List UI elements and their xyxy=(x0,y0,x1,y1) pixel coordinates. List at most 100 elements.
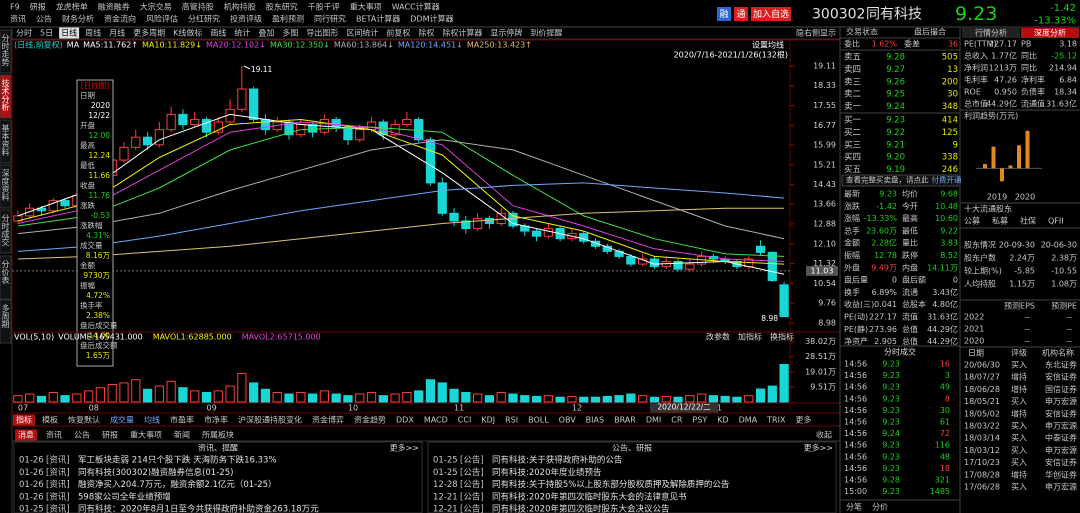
menu-item[interactable]: WACC计算器 xyxy=(392,2,440,12)
toolbar-item[interactable]: 周线 xyxy=(85,28,101,38)
news-title[interactable]: 598家公司全年业绩预增 xyxy=(78,491,171,502)
indicator-tab[interactable]: BIAS xyxy=(586,416,604,425)
indicator-tab[interactable]: 更多 xyxy=(795,415,811,425)
news-tab[interactable]: 所属板块 xyxy=(202,430,234,440)
button[interactable]: 改参数 xyxy=(706,332,730,342)
button[interactable]: 通 xyxy=(736,9,745,20)
holder-type[interactable]: QFII xyxy=(1048,217,1064,226)
indicator-tab[interactable]: TRIX xyxy=(766,416,786,425)
side-tab[interactable]: 分时走势 xyxy=(1,34,10,67)
toolbar-item[interactable]: 导出图形 xyxy=(306,28,338,38)
indicator-tab[interactable]: CR xyxy=(671,416,683,425)
side-tab[interactable]: 多周期 xyxy=(1,303,10,329)
menu-item[interactable]: BETA计算器 xyxy=(356,14,400,24)
menu-item[interactable]: F9 xyxy=(10,3,20,12)
menu-item[interactable]: 重大事项 xyxy=(350,2,382,12)
indicator-tab[interactable]: MACD xyxy=(424,416,448,425)
button[interactable]: 加入自选 xyxy=(753,8,789,20)
news-tab[interactable]: 消息 xyxy=(18,430,34,440)
indicator-tab[interactable]: OBV xyxy=(559,416,577,425)
menu-item[interactable]: 龙虎榜单 xyxy=(56,2,88,12)
toolbar-item[interactable]: 画线 xyxy=(210,28,226,38)
collapse-button[interactable]: 收起 xyxy=(816,430,832,440)
notice-link[interactable]: 付费开通 xyxy=(932,175,962,185)
side-tab[interactable]: 技术分析 xyxy=(1,78,10,112)
menu-item[interactable]: 资金流向 xyxy=(104,14,136,24)
indicator-tab[interactable]: KD xyxy=(717,416,728,425)
menu-item[interactable]: 财务分析 xyxy=(62,14,94,24)
news-tab[interactable]: 重大事项 xyxy=(130,430,162,440)
toolbar-item[interactable]: 叠加 xyxy=(258,28,274,38)
side-tab[interactable]: 分价表 xyxy=(1,260,10,285)
menu-item[interactable]: 盈利预测 xyxy=(272,14,304,24)
news-tab[interactable]: 新闻 xyxy=(174,430,190,440)
menu-item[interactable]: 同行研究 xyxy=(314,14,346,24)
toolbar-item[interactable]: 到价提醒 xyxy=(530,28,562,38)
holder-type[interactable]: 社保 xyxy=(1020,216,1036,226)
menu-item[interactable]: 融资融券 xyxy=(98,2,130,12)
more-link[interactable]: 更多>> xyxy=(390,443,419,453)
toolbar-item[interactable]: 区间统计 xyxy=(346,28,378,38)
news-title[interactable]: 同有科技：2020年8月1日至今共获得政府补助资金263.18万元 xyxy=(78,504,319,513)
menu-item[interactable]: 千股千评 xyxy=(308,2,340,12)
indicator-tab[interactable]: 沪深股通持股变化 xyxy=(238,415,302,425)
bottom-tab[interactable]: 分价 xyxy=(872,503,888,512)
news-title[interactable]: 融资净买入204.7万元，融资余额2.1亿元（01-25） xyxy=(78,479,277,490)
toolbar-item[interactable]: 多图 xyxy=(282,28,298,38)
news-title[interactable]: 同有科技:关于持股5%以上股东部分股权质押及解除质押的公告 xyxy=(492,479,729,490)
news-title[interactable]: 同有科技:关于获得政府补助的公告 xyxy=(492,455,622,466)
indicator-tab[interactable]: 均线 xyxy=(144,415,160,425)
news-title[interactable]: 同有科技:2020年度业绩预告 xyxy=(492,467,602,478)
indicator-tab[interactable]: 市净率 xyxy=(204,415,228,425)
more-link[interactable]: 更多>> xyxy=(804,443,833,453)
menu-item[interactable]: 股东研究 xyxy=(266,2,298,12)
indicator-tab[interactable]: BRAR xyxy=(614,416,636,425)
menu-item[interactable]: DDM计算器 xyxy=(410,14,453,24)
menu-item[interactable]: 公告 xyxy=(36,14,52,24)
news-title[interactable]: 军工板块走弱 214只个股下跌 天海防务下跌16.33% xyxy=(78,455,277,466)
indicator-tab[interactable]: 资金博弈 xyxy=(312,415,344,425)
news-title[interactable]: 同有科技:2020年第四次临时股东大会决议公告 xyxy=(492,504,670,513)
toolbar-item[interactable]: 统计 xyxy=(234,28,250,38)
news-tab[interactable]: 公告 xyxy=(74,430,90,440)
toolbar-item[interactable]: 除权计算器 xyxy=(442,28,482,38)
indicator-tab[interactable]: 市盈率 xyxy=(170,415,194,425)
news-title[interactable]: 同有科技:2020年第四次临时股东大会的法律意见书 xyxy=(492,491,687,502)
indicator-tab[interactable]: 资金趋势 xyxy=(354,415,386,425)
indicator-tab[interactable]: DMI xyxy=(646,416,661,425)
button[interactable]: 融 xyxy=(719,9,728,20)
analysis-tab[interactable]: 行情分析 xyxy=(975,28,1007,38)
indicator-tab[interactable]: 指标 xyxy=(16,415,32,425)
side-tab[interactable]: 深度资料 xyxy=(1,169,10,202)
holder-type[interactable]: 私募 xyxy=(992,216,1008,226)
indicator-tab[interactable]: DDX xyxy=(396,416,414,425)
toolbar-item[interactable]: 月线 xyxy=(109,28,125,38)
bottom-tab[interactable]: 分笔 xyxy=(846,502,862,512)
menu-item[interactable]: 分红研究 xyxy=(188,14,220,24)
analysis-tab[interactable]: 深度分析 xyxy=(1034,28,1066,38)
news-title[interactable]: 同有科技(300302)融资融券信息(01-25) xyxy=(78,467,233,478)
news-tab[interactable]: 资讯 xyxy=(46,430,62,440)
toolbar-item[interactable]: 前复权 xyxy=(386,28,410,38)
indicator-tab[interactable]: PSY xyxy=(692,416,707,425)
menu-item[interactable]: 研报 xyxy=(30,2,46,12)
news-tab[interactable]: 研报 xyxy=(102,430,118,440)
indicator-tab[interactable]: KDJ xyxy=(481,416,495,425)
menu-item[interactable]: 风险评估 xyxy=(146,14,178,24)
menu-item[interactable]: 大宗交易 xyxy=(140,2,172,12)
holder-type[interactable]: 公募 xyxy=(964,216,980,226)
settings-button[interactable]: 设置均线 xyxy=(752,40,784,50)
indicator-tab[interactable]: 恢复默认 xyxy=(68,415,100,425)
toolbar-item[interactable]: 隐右侧显示 xyxy=(796,28,836,38)
indicator-tab[interactable]: 模板 xyxy=(42,415,58,425)
indicator-tab[interactable]: RSI xyxy=(505,416,518,425)
menu-item[interactable]: 资讯 xyxy=(10,14,26,24)
indicator-tab[interactable]: BOLL xyxy=(528,416,549,425)
indicator-tab[interactable]: 成交量 xyxy=(110,415,134,425)
indicator-tab[interactable]: CCI xyxy=(458,416,472,425)
toolbar-item[interactable]: 日线 xyxy=(61,28,77,38)
toolbar-item[interactable]: 显示停牌 xyxy=(490,28,522,38)
side-tab[interactable]: 分时成交 xyxy=(1,214,10,247)
toolbar-item[interactable]: 分时 xyxy=(16,28,32,38)
toolbar-item[interactable]: 除权 xyxy=(418,28,434,38)
